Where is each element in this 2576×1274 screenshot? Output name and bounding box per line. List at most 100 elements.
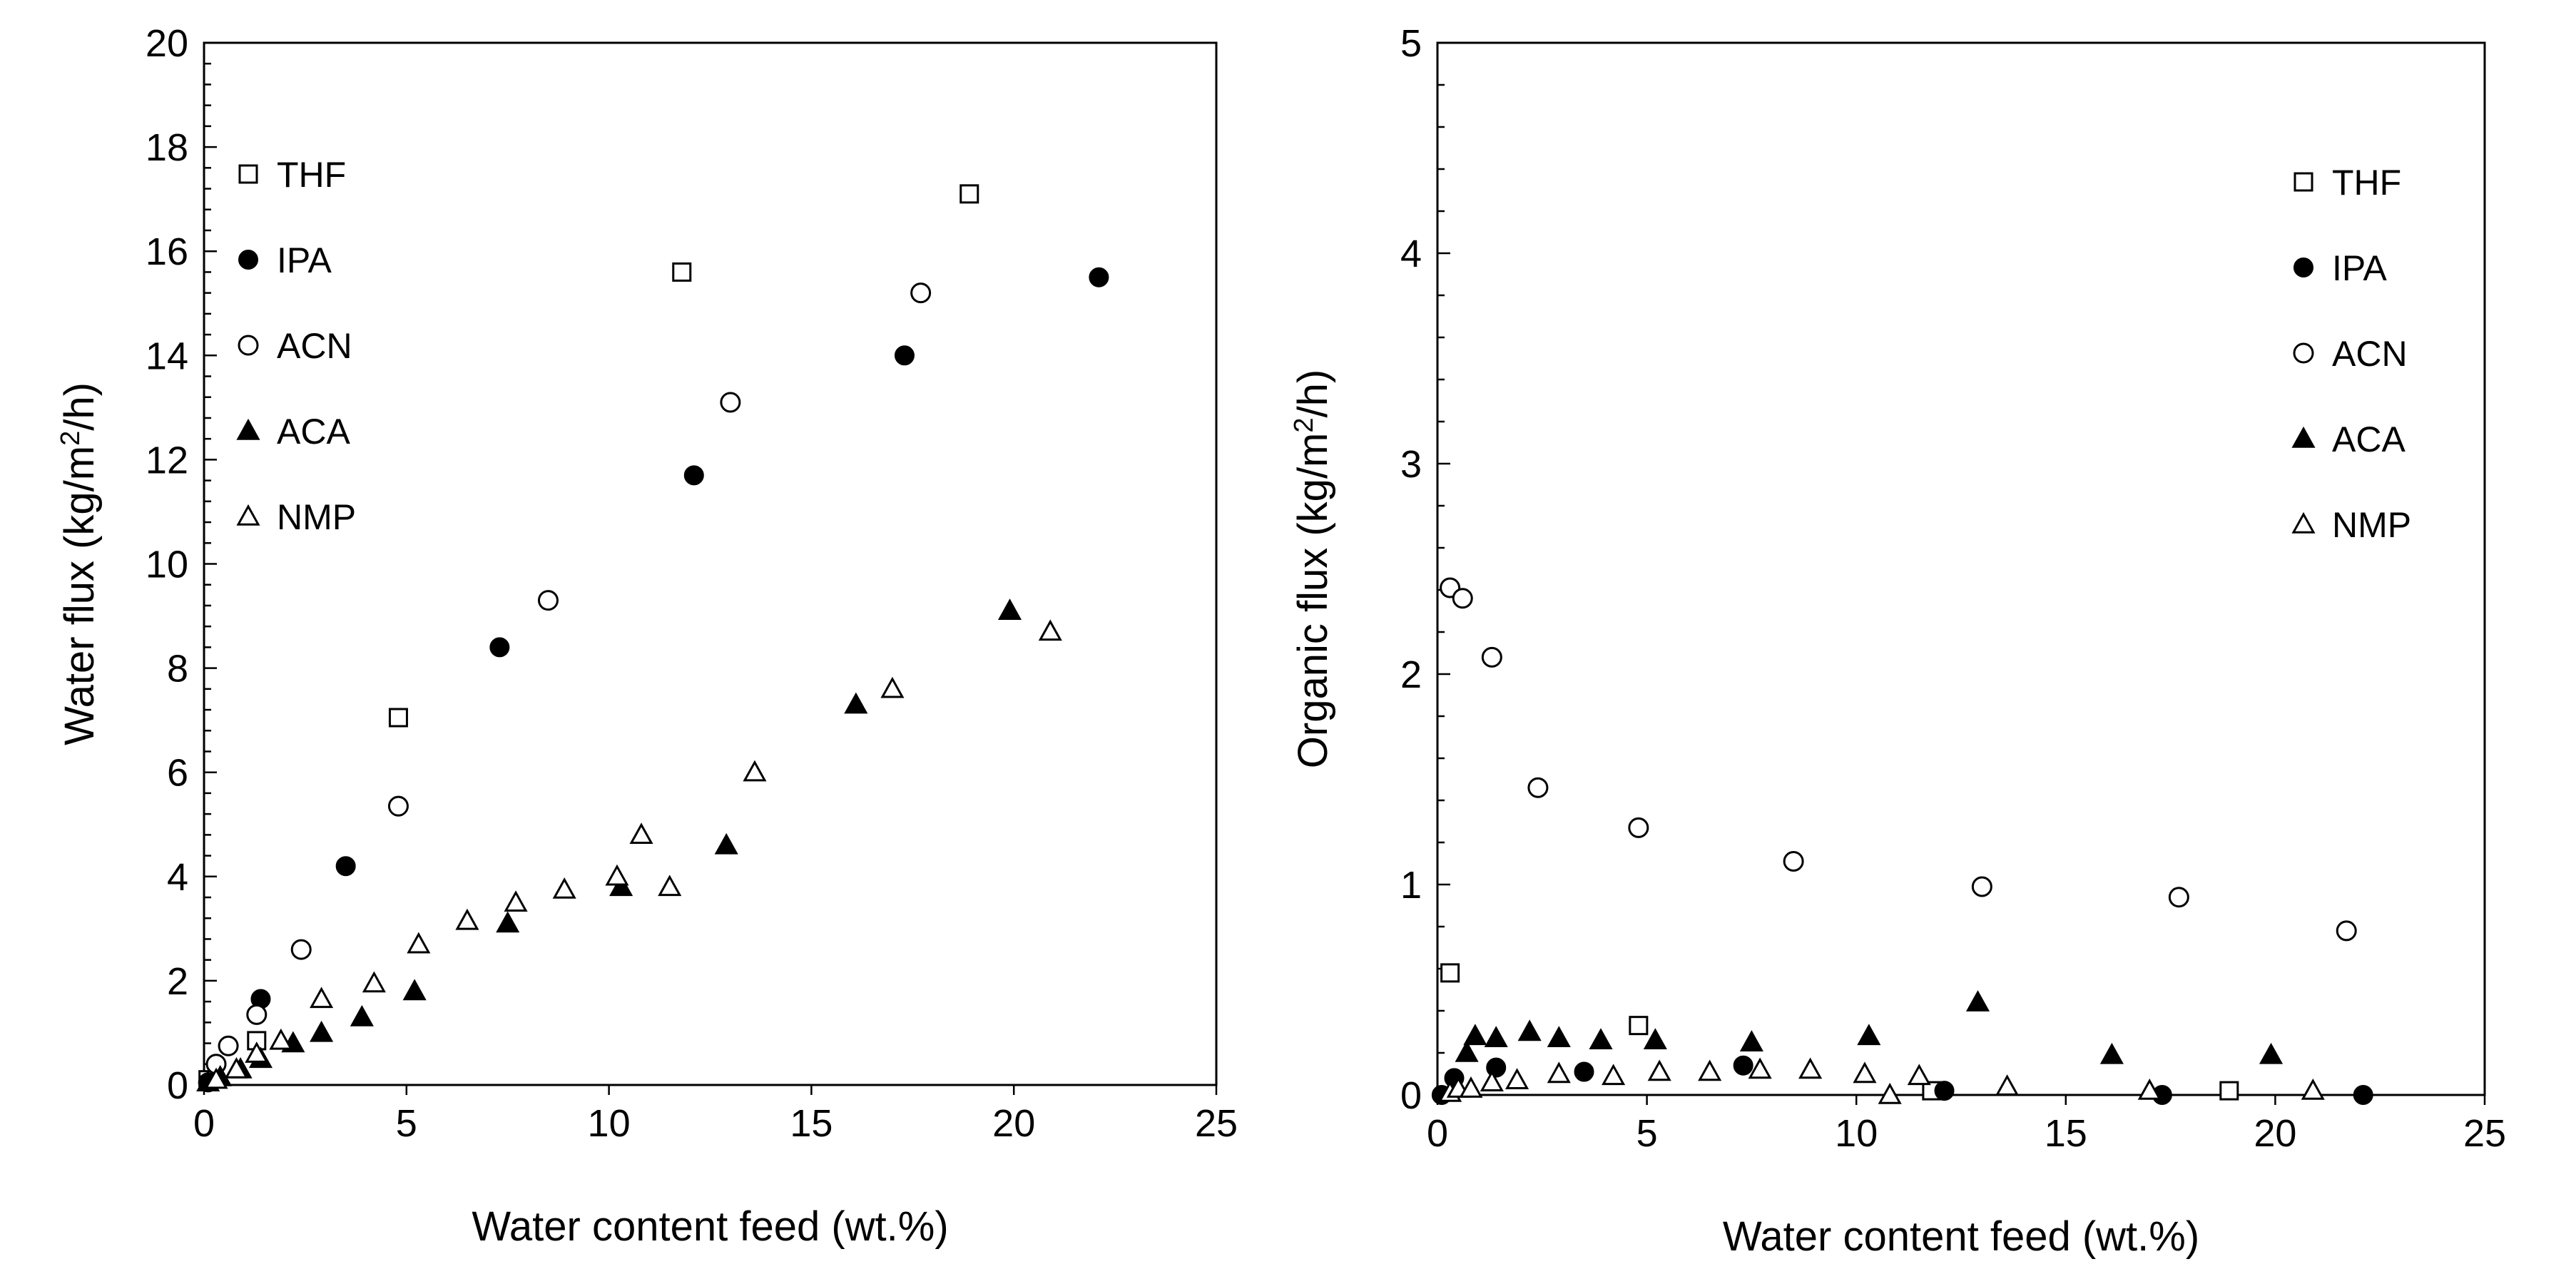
y-tick-label: 10 [146, 544, 188, 586]
y-tick-label: 2 [167, 960, 188, 1003]
y-tick-label: 0 [167, 1064, 188, 1107]
plot-frame [203, 41, 1218, 1086]
series-acn [1440, 577, 2357, 942]
data-point-ipa [894, 345, 915, 366]
data-point-acn [910, 282, 932, 304]
y-tick-label: 14 [146, 335, 188, 377]
legend-marker-thf [2294, 172, 2313, 192]
y-tick-label: 0 [1400, 1074, 1422, 1117]
plot-frame [1436, 41, 2486, 1096]
data-point-nmp [2301, 1079, 2325, 1100]
data-point-acn [1481, 646, 1502, 668]
x-axis-title: Water content feed (wt.%) [1723, 1213, 2199, 1260]
x-tick-label: 0 [193, 1102, 215, 1145]
data-point-nmp [407, 932, 431, 954]
data-point-acn [1527, 777, 1549, 798]
data-point-ipa [1574, 1061, 1594, 1082]
y-tick-label: 4 [167, 856, 188, 899]
data-point-aca [997, 598, 1022, 620]
data-point-acn [290, 939, 312, 960]
data-point-nmp [362, 971, 386, 993]
data-point-nmp [204, 1067, 228, 1089]
data-point-nmp [1748, 1057, 1772, 1079]
data-point-aca [2099, 1042, 2124, 1064]
data-point-thf [2219, 1081, 2239, 1101]
data-point-aca [844, 692, 868, 714]
data-point-ipa [683, 465, 704, 486]
y-tick-label: 20 [146, 22, 188, 65]
legend-label-aca: ACA [277, 412, 350, 452]
data-point-thf [1629, 1016, 1649, 1036]
series-nmp [204, 619, 1062, 1089]
data-point-ipa [1486, 1057, 1507, 1078]
series-thf [1440, 963, 2239, 1101]
data-point-nmp [1459, 1076, 1483, 1098]
data-point-acn [2336, 920, 2357, 942]
x-tick-label: 15 [790, 1102, 833, 1145]
y-tick-label: 18 [146, 126, 188, 169]
y-tick-label: 3 [1400, 443, 1422, 486]
data-point-nmp [2137, 1079, 2162, 1100]
data-point-nmp [743, 760, 767, 782]
data-point-acn [246, 1004, 268, 1025]
data-point-aca [402, 979, 427, 1001]
data-point-nmp [1798, 1057, 1823, 1079]
legend-label-nmp: NMP [277, 497, 356, 537]
legend-label-aca: ACA [2332, 419, 2406, 459]
x-tick-label: 20 [2254, 1112, 2296, 1155]
data-point-thf [1440, 963, 1460, 983]
data-point-aca [2259, 1042, 2284, 1064]
x-tick-label: 10 [588, 1102, 631, 1145]
x-tick-label: 20 [992, 1102, 1035, 1145]
data-point-nmp [880, 676, 905, 698]
x-tick-label: 0 [1427, 1112, 1448, 1155]
legend: THF IPA ACN ACA NMP [2291, 163, 2411, 545]
legend-marker-aca [236, 418, 260, 440]
data-point-nmp [1547, 1061, 1571, 1084]
series-aca [1455, 990, 2284, 1064]
x-tick-label: 5 [396, 1102, 417, 1145]
data-point-nmp [1647, 1059, 1671, 1081]
organic-flux-chart: 0 1 2 3 4 5 0 5 10 15 20 25 Water content feed (wt.%… [1289, 22, 2506, 1260]
data-point-nmp [552, 877, 576, 899]
legend-marker-thf [238, 164, 258, 184]
data-point-nmp [504, 890, 528, 912]
series-acn [205, 282, 932, 1075]
data-point-acn [387, 795, 409, 817]
legend-marker-nmp [236, 504, 260, 526]
data-point-aca [1455, 1040, 1479, 1062]
data-point-nmp [1907, 1064, 1931, 1086]
x-tick-label: 5 [1636, 1112, 1658, 1155]
x-tick-label: 15 [2045, 1112, 2087, 1155]
data-point-aca [350, 1004, 374, 1026]
data-point-ipa [1733, 1055, 1753, 1076]
data-point-acn [720, 392, 741, 413]
data-point-nmp [269, 1028, 293, 1050]
x-tick-label: 25 [1195, 1102, 1238, 1145]
data-point-acn [1452, 588, 1473, 609]
data-point-ipa [335, 856, 356, 877]
data-point-nmp [1505, 1068, 1529, 1090]
data-point-nmp [310, 987, 334, 1009]
data-point-aca [1463, 1024, 1487, 1046]
y-tick-label: 16 [146, 230, 188, 273]
legend: THF IPA ACN ACA NMP [236, 155, 356, 537]
y-tick-label: 12 [146, 439, 188, 481]
water-flux-chart: 0 2 4 6 8 10 12 14 16 18 20 0 5 10 15 20 25 Water content… [56, 22, 1238, 1250]
data-point-aca [310, 1020, 334, 1042]
y-tick-label: 5 [1400, 22, 1422, 65]
legend-marker-aca [2291, 426, 2316, 448]
legend-label-ipa: IPA [2332, 248, 2388, 288]
data-point-acn [537, 590, 559, 611]
data-point-nmp [1602, 1064, 1626, 1086]
data-point-aca [1857, 1024, 1881, 1046]
data-point-aca [1643, 1028, 1667, 1049]
x-tick-label: 25 [2463, 1112, 2506, 1155]
x-axis-title: Water content feed (wt.%) [472, 1203, 948, 1250]
data-point-aca [1589, 1028, 1613, 1049]
data-point-nmp [245, 1041, 269, 1063]
data-point-nmp [455, 908, 479, 930]
data-point-thf [959, 184, 979, 204]
legend-label-ipa: IPA [277, 240, 332, 280]
